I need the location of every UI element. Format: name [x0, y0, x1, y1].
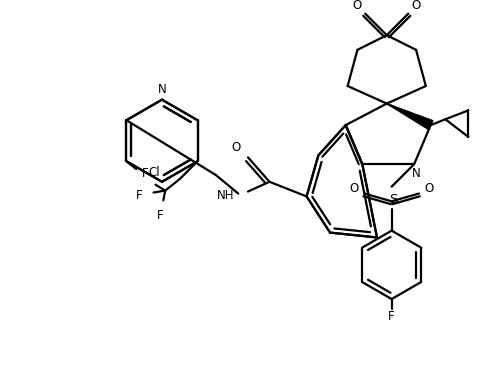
Text: NH: NH — [217, 189, 234, 202]
Text: Cl: Cl — [148, 166, 160, 180]
Text: O: O — [232, 141, 241, 154]
Polygon shape — [387, 104, 433, 130]
Text: F: F — [135, 189, 142, 202]
Text: O: O — [350, 182, 359, 195]
Text: F: F — [157, 209, 164, 223]
Text: O: O — [424, 182, 433, 195]
Text: F: F — [388, 310, 395, 323]
Text: O: O — [353, 0, 362, 12]
Text: O: O — [412, 0, 421, 12]
Text: F: F — [141, 168, 148, 180]
Text: N: N — [412, 168, 420, 180]
Text: S: S — [389, 193, 398, 206]
Text: N: N — [158, 84, 166, 96]
